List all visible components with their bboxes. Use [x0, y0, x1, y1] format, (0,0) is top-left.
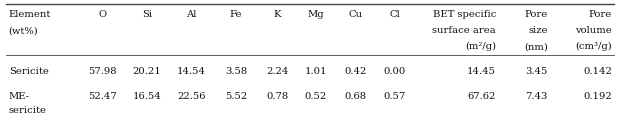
- Text: (wt%): (wt%): [9, 26, 38, 35]
- Text: surface area: surface area: [432, 26, 496, 35]
- Text: 20.21: 20.21: [133, 67, 162, 75]
- Text: Mg: Mg: [308, 10, 324, 19]
- Text: (nm): (nm): [524, 42, 547, 51]
- Text: K: K: [273, 10, 281, 19]
- Text: Sericite: Sericite: [9, 67, 48, 75]
- Text: 2.24: 2.24: [266, 67, 288, 75]
- Text: volume: volume: [575, 26, 612, 35]
- Text: 16.54: 16.54: [133, 91, 162, 100]
- Text: size: size: [528, 26, 547, 35]
- Text: 1.01: 1.01: [304, 67, 327, 75]
- Text: 22.56: 22.56: [177, 91, 206, 100]
- Text: 52.47: 52.47: [88, 91, 117, 100]
- Text: Fe: Fe: [230, 10, 242, 19]
- Text: 0.142: 0.142: [583, 67, 612, 75]
- Text: 14.45: 14.45: [467, 67, 496, 75]
- Text: Cu: Cu: [348, 10, 362, 19]
- Text: 14.54: 14.54: [177, 67, 206, 75]
- Text: Pore: Pore: [589, 10, 612, 19]
- Text: 0.42: 0.42: [344, 67, 366, 75]
- Text: sericite: sericite: [9, 105, 46, 114]
- Text: 0.68: 0.68: [344, 91, 366, 100]
- Text: 3.45: 3.45: [525, 67, 547, 75]
- Text: 5.52: 5.52: [225, 91, 247, 100]
- Text: BET specific: BET specific: [433, 10, 496, 19]
- Text: 67.62: 67.62: [467, 91, 496, 100]
- Text: ME-: ME-: [9, 91, 30, 100]
- Text: (cm³/g): (cm³/g): [575, 42, 612, 51]
- Text: O: O: [99, 10, 107, 19]
- Text: (m²/g): (m²/g): [465, 42, 496, 51]
- Text: 0.78: 0.78: [266, 91, 288, 100]
- Text: 3.58: 3.58: [225, 67, 247, 75]
- Text: 7.43: 7.43: [525, 91, 547, 100]
- Text: 57.98: 57.98: [88, 67, 117, 75]
- Text: Pore: Pore: [525, 10, 547, 19]
- Text: Si: Si: [142, 10, 153, 19]
- Text: Cl: Cl: [389, 10, 400, 19]
- Text: 0.00: 0.00: [384, 67, 406, 75]
- Text: 0.52: 0.52: [304, 91, 327, 100]
- Text: 0.57: 0.57: [384, 91, 406, 100]
- Text: Element: Element: [9, 10, 51, 19]
- Text: 0.192: 0.192: [583, 91, 612, 100]
- Text: Al: Al: [187, 10, 197, 19]
